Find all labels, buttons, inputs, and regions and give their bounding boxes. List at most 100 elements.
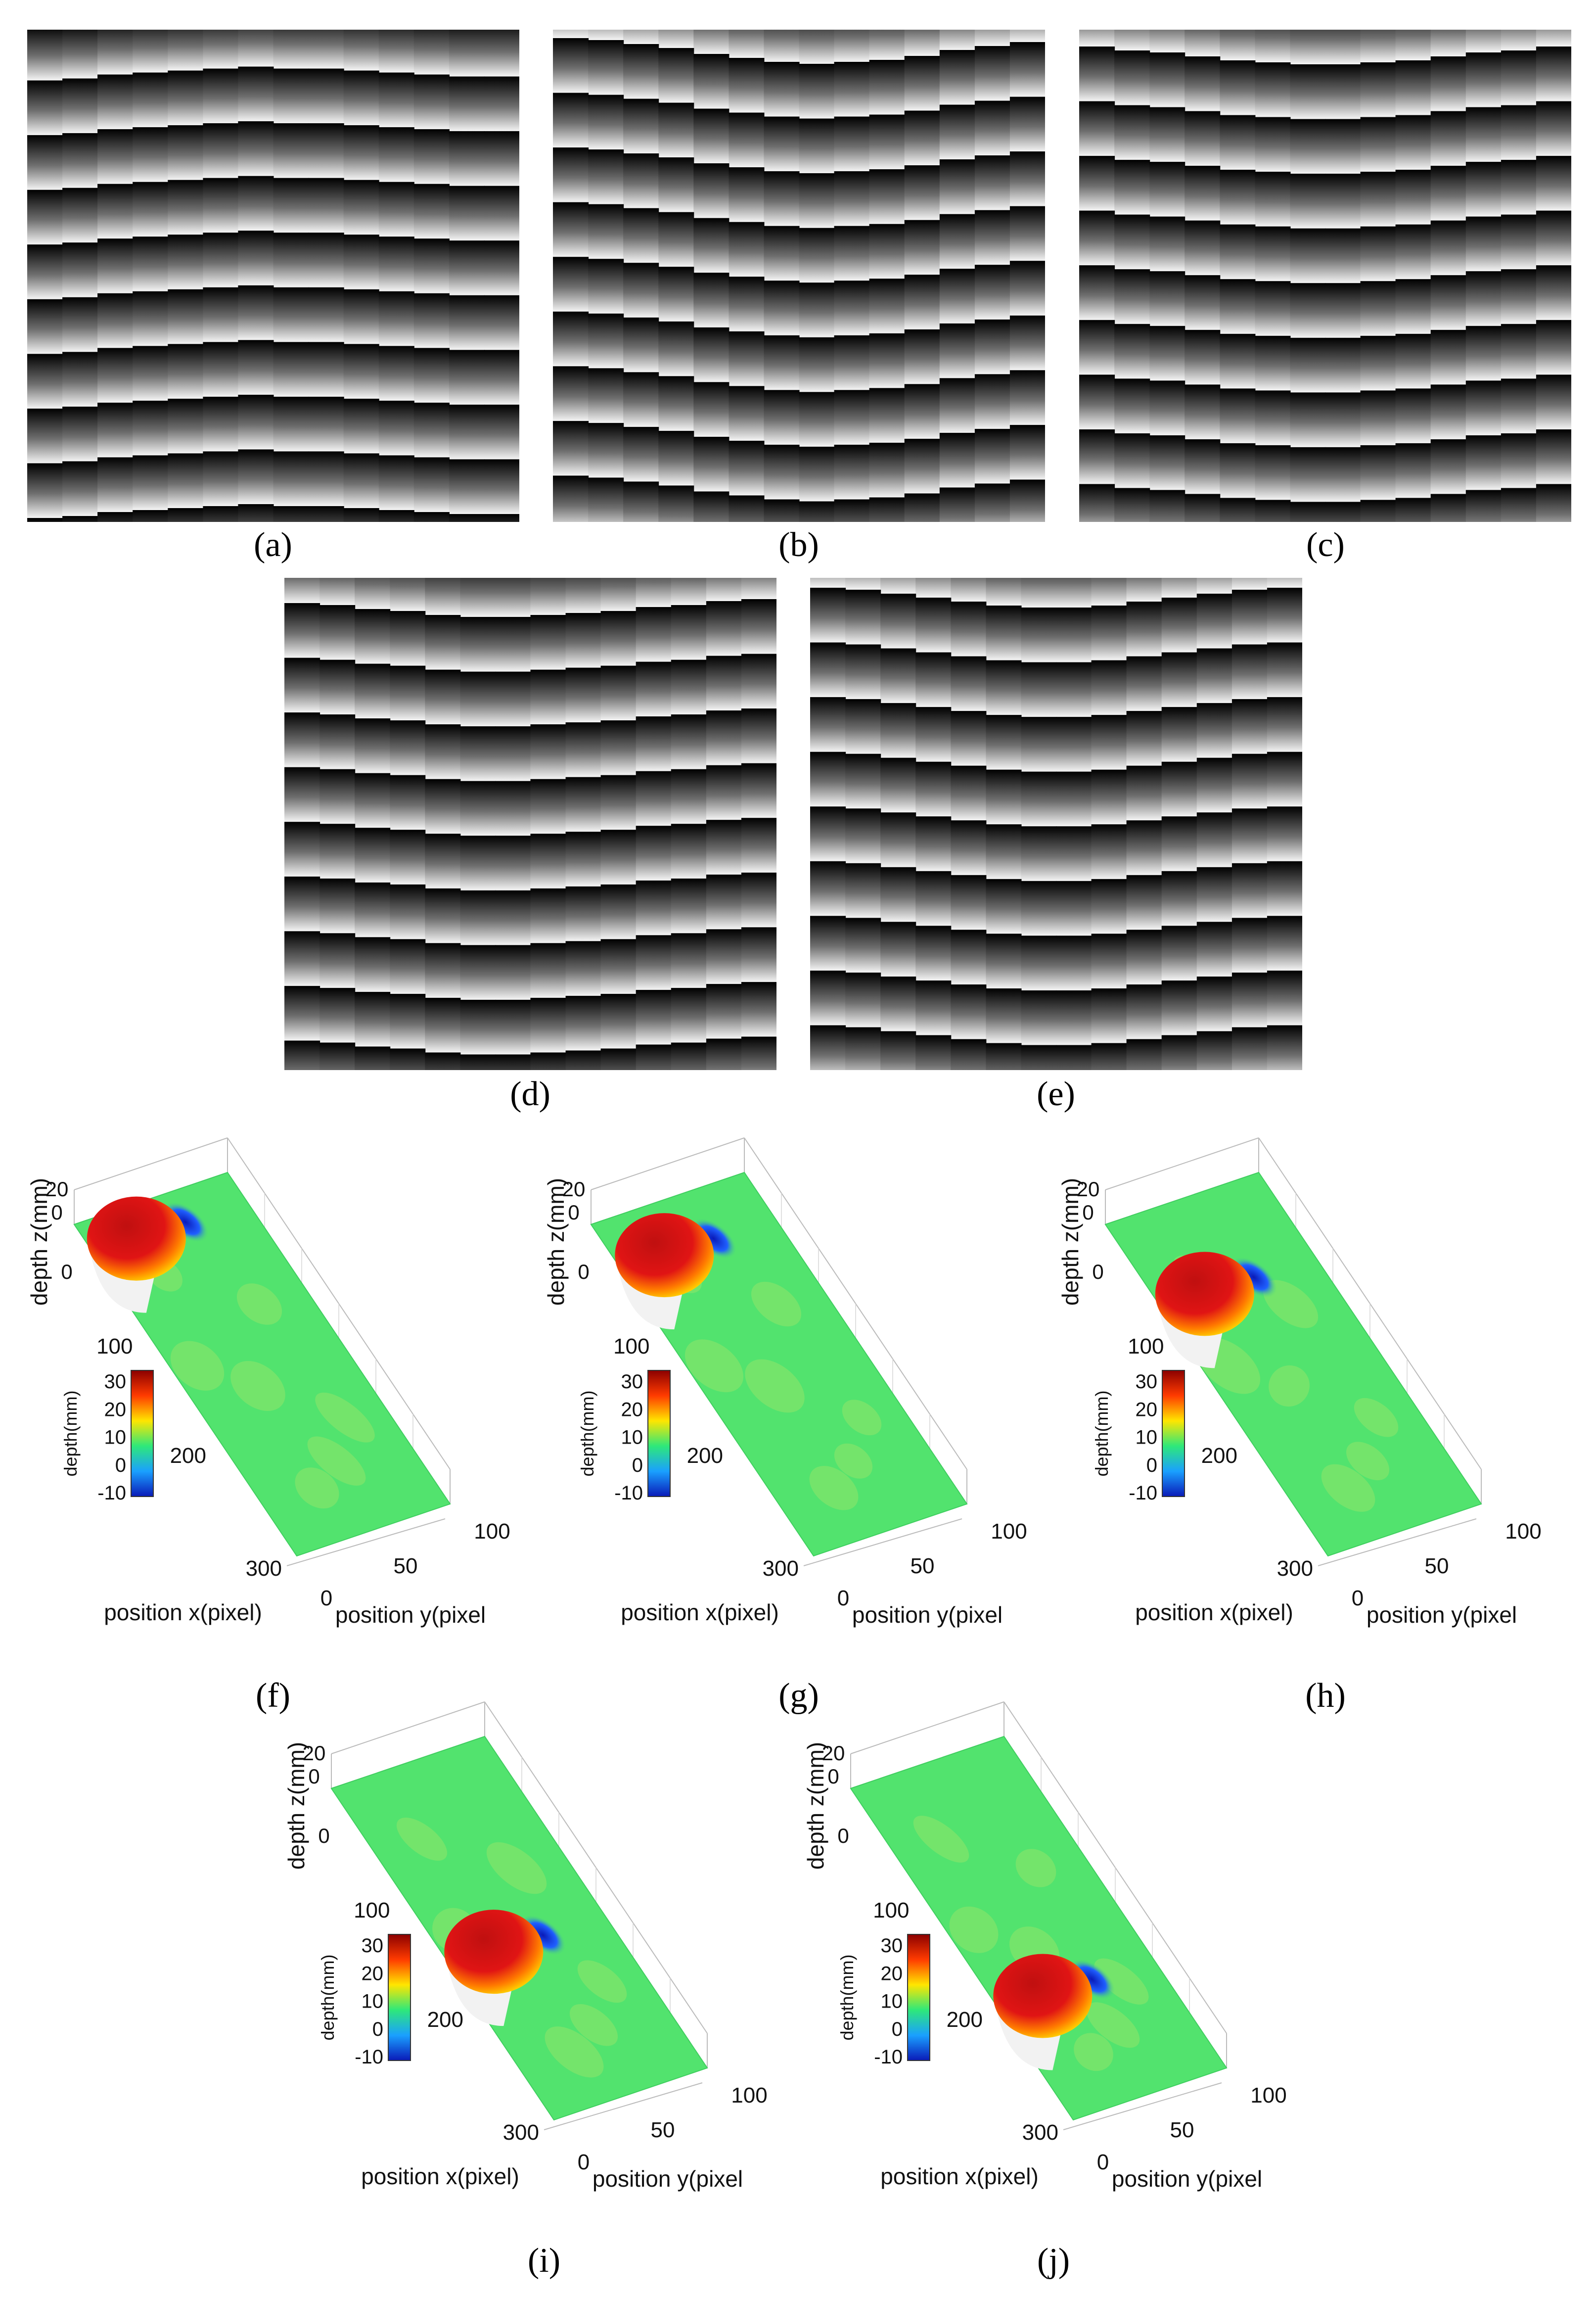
fringe-stripe-segment (600, 830, 637, 885)
fringe-stripe-segment (1325, 392, 1361, 447)
fringe-stripe-segment (1536, 47, 1571, 101)
fringe-stripe-segment (810, 642, 846, 698)
fringe-stripe-segment (1079, 375, 1115, 429)
fringe-stripe-segment (671, 769, 707, 824)
fringe-stripe-segment (869, 333, 905, 388)
x-tick-label: 100 (873, 1898, 909, 1922)
colorbar (907, 1934, 930, 2061)
fringe-stripe-segment (636, 880, 672, 936)
fringe-stripe-segment (1079, 30, 1115, 47)
fringe-stripe-segment (974, 30, 1010, 46)
fringe-stripe-segment (97, 129, 134, 184)
fringe-stripe-segment (284, 876, 320, 932)
fringe-stripe-segment (1009, 96, 1045, 152)
fringe-stripe-segment (1009, 151, 1045, 206)
fringe-stripe-segment (1149, 271, 1186, 326)
fringe-stripe-segment (1255, 390, 1291, 445)
colorbar-tick-label: 30 (362, 1935, 384, 1957)
fringe-stripe-segment (588, 259, 624, 314)
fringe-stripe-segment (133, 455, 169, 510)
z-axis-label: depth z(mm) (543, 1178, 569, 1306)
x-axis-label: position x(pixel) (1135, 1599, 1293, 1625)
fringe-stripe-segment (378, 236, 414, 291)
fringe-stripe-segment (168, 289, 204, 344)
fringe-stripe-segment (706, 1038, 742, 1070)
fringe-stripe-segment (729, 112, 765, 168)
surface-patch (949, 1906, 999, 1953)
fringe-stripe-segment (413, 238, 450, 293)
colorbar-tick-label: 0 (1146, 1454, 1157, 1476)
fringe-stripe-segment (284, 931, 320, 986)
fringe-stripe-segment (319, 578, 356, 605)
fringe-stripe-segment (1126, 578, 1162, 602)
fringe-stripe-segment (904, 384, 940, 439)
fringe-stripe-segment (799, 228, 835, 283)
fringe-stripe-segment (1149, 435, 1186, 490)
fringe-stripe-segment (425, 1052, 461, 1070)
surface-patch (396, 1817, 448, 1861)
fringe-stripe-segment (693, 382, 730, 437)
z-tick-label: 0 (837, 1824, 849, 1847)
fringe-stripe-segment (1021, 1045, 1057, 1070)
fringe-stripe-segment (390, 1048, 426, 1070)
fringe-stripe-segment (1114, 269, 1150, 324)
y-axis-label: position y(pixel (1112, 2166, 1262, 2192)
fringe-stripe-segment (706, 710, 742, 765)
surface-patch (1321, 1464, 1375, 1512)
fringe-stripe-segment (565, 1050, 601, 1070)
fringe-stripe-segment (449, 295, 485, 350)
fringe-stripe-segment (1161, 816, 1197, 871)
fringe-stripe-segment (97, 293, 134, 348)
fringe-stripe-segment (1161, 652, 1197, 707)
y-tick-label: 0 (1352, 1586, 1364, 1610)
x-tick-label: 100 (354, 1898, 390, 1922)
fringe-stripe-segment (1395, 388, 1431, 443)
fringe-stripe-segment (764, 62, 800, 117)
fringe-stripe-segment (915, 816, 952, 871)
fringe-stripe-segment (1220, 333, 1256, 389)
fringe-stripe-segment (904, 56, 940, 111)
fringe-stripe-segment (986, 824, 1022, 879)
fringe-stripe-segment (845, 590, 881, 645)
y-tick-label: 50 (1425, 1554, 1449, 1578)
fringe-stripe-segment (834, 335, 870, 390)
fringe-stripe-segment (869, 279, 905, 333)
fringe-stripe-segment (845, 972, 881, 1028)
panel-label-f: (f) (256, 1677, 290, 1715)
fringe-stripe-segment (530, 669, 566, 725)
colorbar-tick-label: 0 (892, 2018, 903, 2040)
fringe-stripe-segment (764, 499, 800, 522)
fringe-stripe-segment (834, 30, 870, 62)
fringe-stripe-segment (729, 58, 765, 113)
fringe-stripe-segment (845, 578, 881, 590)
fringe-stripe-segment (1255, 500, 1291, 522)
fringe-stripe-segment (27, 408, 63, 464)
z-tick-label: 0 (1092, 1260, 1103, 1283)
surface-patch (684, 1339, 744, 1393)
fringe-stripe-segment (764, 30, 800, 62)
fringe-stripe-segment (636, 716, 672, 771)
x-tick-label: 300 (1022, 2120, 1058, 2145)
fringe-stripe-segment (553, 147, 589, 202)
axis-wireframe-line (1105, 1137, 1259, 1190)
panel-label-i: (i) (527, 2242, 561, 2280)
fringe-stripe-segment (1255, 172, 1291, 227)
fringe-stripe-segment (939, 30, 975, 50)
fringe-stripe-segment (1161, 980, 1197, 1035)
fringe-stripe-segment (1395, 279, 1431, 334)
fringe-stripe-segment (343, 234, 379, 289)
fringe-stripe-segment (378, 182, 414, 237)
fringe-stripe-segment (706, 820, 742, 875)
depth-bump (1155, 1252, 1254, 1336)
fringe-stripe-segment (741, 872, 776, 928)
fringe-stripe-segment (97, 457, 134, 512)
fringe-stripe-segment (133, 400, 169, 456)
fringe-stripe-segment (1196, 648, 1232, 703)
fringe-stripe-segment (1325, 283, 1361, 338)
z-axis-label: depth z(mm) (26, 1178, 52, 1306)
fringe-stripe-segment (27, 354, 63, 409)
fringe-stripe-segment (974, 155, 1010, 210)
fringe-stripe-segment (1360, 226, 1396, 281)
fringe-stripe-segment (355, 882, 391, 938)
